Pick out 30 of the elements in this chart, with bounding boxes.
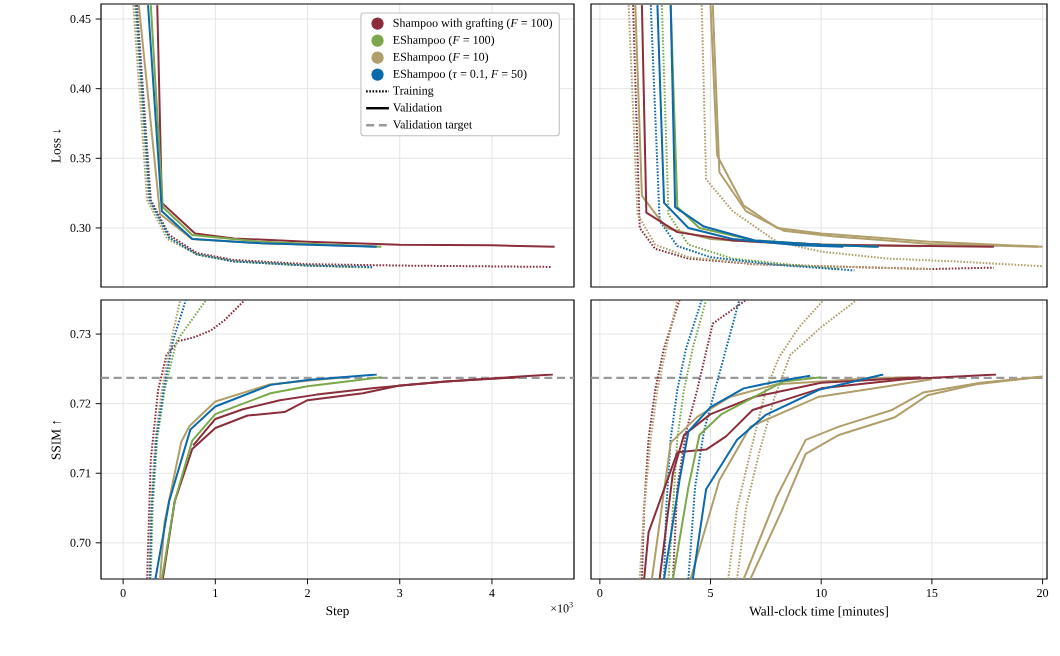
annotation: Training [392, 86, 434, 97]
text: ×10$^{3}$ [551, 601, 573, 613]
x-tick-label: 20 [1037, 589, 1049, 598]
y-tick-label: 0.70 [70, 538, 91, 547]
legend-label: EShampoo (F = 100) [393, 35, 495, 47]
x-tick-label: 3 [397, 589, 403, 598]
y-tick-label: 0.72 [70, 399, 91, 408]
text: Validation target [392, 120, 473, 131]
y-tick-label: 0.40 [70, 84, 91, 93]
legend-label: EShampoo (τ = 0.1, F = 50) [393, 69, 527, 81]
x-tick-label: 1 [213, 589, 218, 597]
legend-label: EShampoo (F = 10) [393, 52, 489, 64]
x-axis-title: Wall-clock time [minutes] [749, 606, 888, 618]
x-tick-label: 0 [597, 589, 603, 598]
y-tick-label: 0.45 [70, 14, 91, 24]
y-tick-label: 0.35 [70, 154, 91, 163]
annotation: Validation [392, 103, 442, 112]
x-tick-label: 10 [816, 589, 827, 598]
x-tick-label: 15 [926, 589, 938, 598]
y-tick-label: 0.30 [70, 223, 91, 233]
y-axis-title: SSIM ↑ [51, 420, 61, 460]
x-tick-label: 5 [708, 589, 714, 598]
x-tick-label: 0 [120, 589, 126, 598]
x-axis-title: Step [326, 606, 349, 618]
x-tick-label: 2 [305, 589, 310, 597]
y-axis-title: Loss ↓ [51, 129, 61, 163]
y-tick-label: 0.71 [70, 469, 91, 478]
y-tick-label: 0.73 [70, 330, 91, 339]
x-tick-label: 4 [489, 589, 495, 597]
legend-label: Shampoo with grafting (F = 100) [393, 18, 553, 30]
